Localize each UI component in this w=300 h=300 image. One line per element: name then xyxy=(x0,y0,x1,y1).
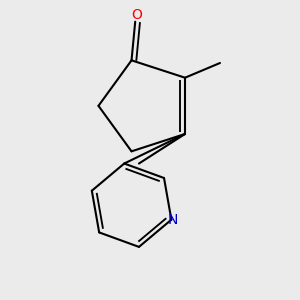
Text: N: N xyxy=(168,213,178,227)
Text: O: O xyxy=(132,8,142,22)
